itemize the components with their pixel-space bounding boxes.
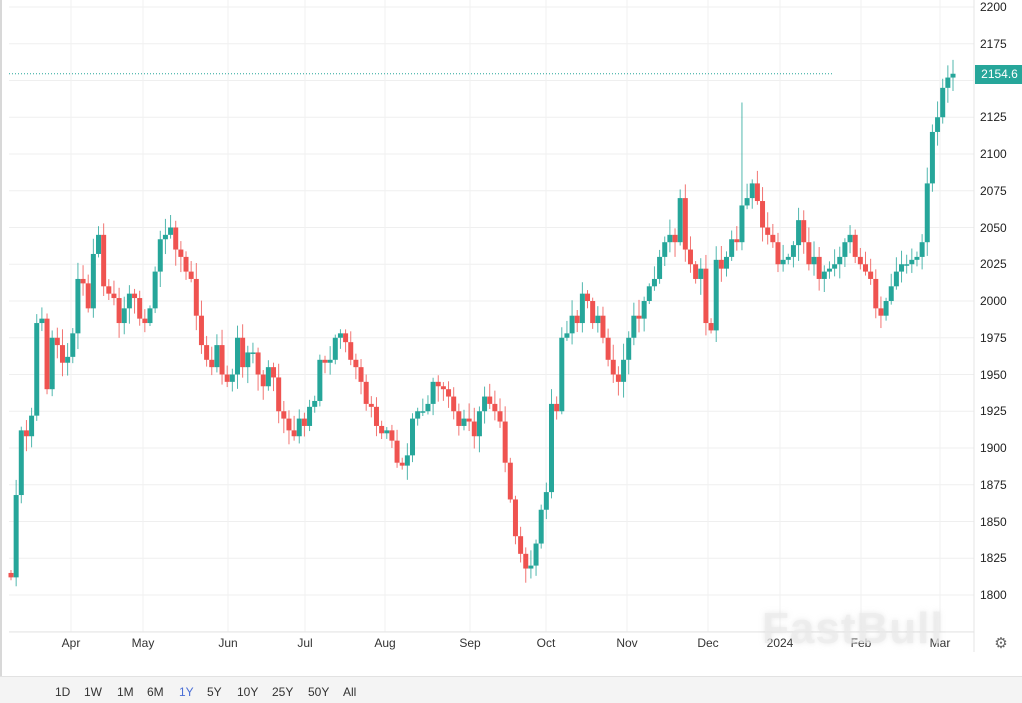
range-button-25y[interactable]: 25Y [272, 685, 294, 699]
x-axis-tick-label: Mar [929, 636, 951, 650]
last-price-badge: 2154.6 [975, 65, 1022, 84]
time-range-bar: 1D 1W 1M 6M 1Y 5Y 10Y 25Y 50Y All [0, 676, 1022, 703]
x-axis-tick-label: May [131, 636, 155, 650]
x-axis-tick-label: Oct [536, 636, 556, 650]
y-axis-tick-label: 2000 [980, 294, 1007, 308]
y-axis-tick-label: 2125 [980, 110, 1007, 125]
x-axis-tick-label: Nov [616, 636, 638, 650]
x-axis-tick-label: Sep [459, 636, 481, 650]
range-button-6m[interactable]: 6M [147, 685, 164, 699]
x-axis-tick-label: Jun [218, 636, 238, 650]
range-button-1w[interactable]: 1W [84, 685, 102, 699]
range-button-5y[interactable]: 5Y [207, 685, 222, 699]
y-axis-tick-label: 2025 [980, 257, 1007, 272]
x-axis-tick-label: Aug [374, 636, 396, 650]
y-axis-tick-label: 1825 [980, 551, 1007, 566]
y-axis-tick-label: 1800 [980, 588, 1007, 602]
range-button-10y[interactable]: 10Y [237, 685, 259, 699]
x-axis-tick-label: 2024 [766, 636, 794, 650]
range-button-all[interactable]: All [343, 685, 357, 699]
range-button-1y[interactable]: 1Y [179, 685, 194, 699]
watermark-logo: FastBull [762, 604, 944, 653]
range-button-50y[interactable]: 50Y [308, 685, 330, 699]
x-axis-tick-label: Apr [61, 636, 81, 650]
price-chart[interactable]: 2200 2175 2125 2100 2075 2050 2025 2000 1975 1950… [0, 0, 1022, 676]
y-axis-tick-label: 1875 [980, 477, 1007, 492]
y-axis-tick-label: 1850 [980, 514, 1007, 529]
x-axis-tick-label: Jul [297, 636, 313, 650]
y-axis-tick-label: 2100 [980, 147, 1007, 161]
gear-icon[interactable]: ⚙ [994, 635, 1008, 652]
y-axis-tick-label: 1950 [980, 367, 1007, 382]
y-axis-tick-label: 1900 [980, 441, 1007, 455]
y-axis-tick-label: 1925 [980, 404, 1007, 419]
y-axis-tick-label: 2200 [980, 0, 1007, 14]
y-axis-tick-label: 2075 [980, 183, 1007, 198]
x-axis-tick-label: Feb [850, 636, 872, 650]
y-axis-tick-label: 2175 [980, 36, 1007, 51]
range-button-1m[interactable]: 1M [117, 685, 134, 699]
y-axis-tick-label: 1975 [980, 330, 1007, 345]
y-axis-tick-label: 2050 [980, 220, 1007, 235]
range-button-1d[interactable]: 1D [55, 685, 71, 699]
candlestick-plot[interactable] [2, 0, 1022, 676]
x-axis-tick-label: Dec [697, 636, 719, 650]
